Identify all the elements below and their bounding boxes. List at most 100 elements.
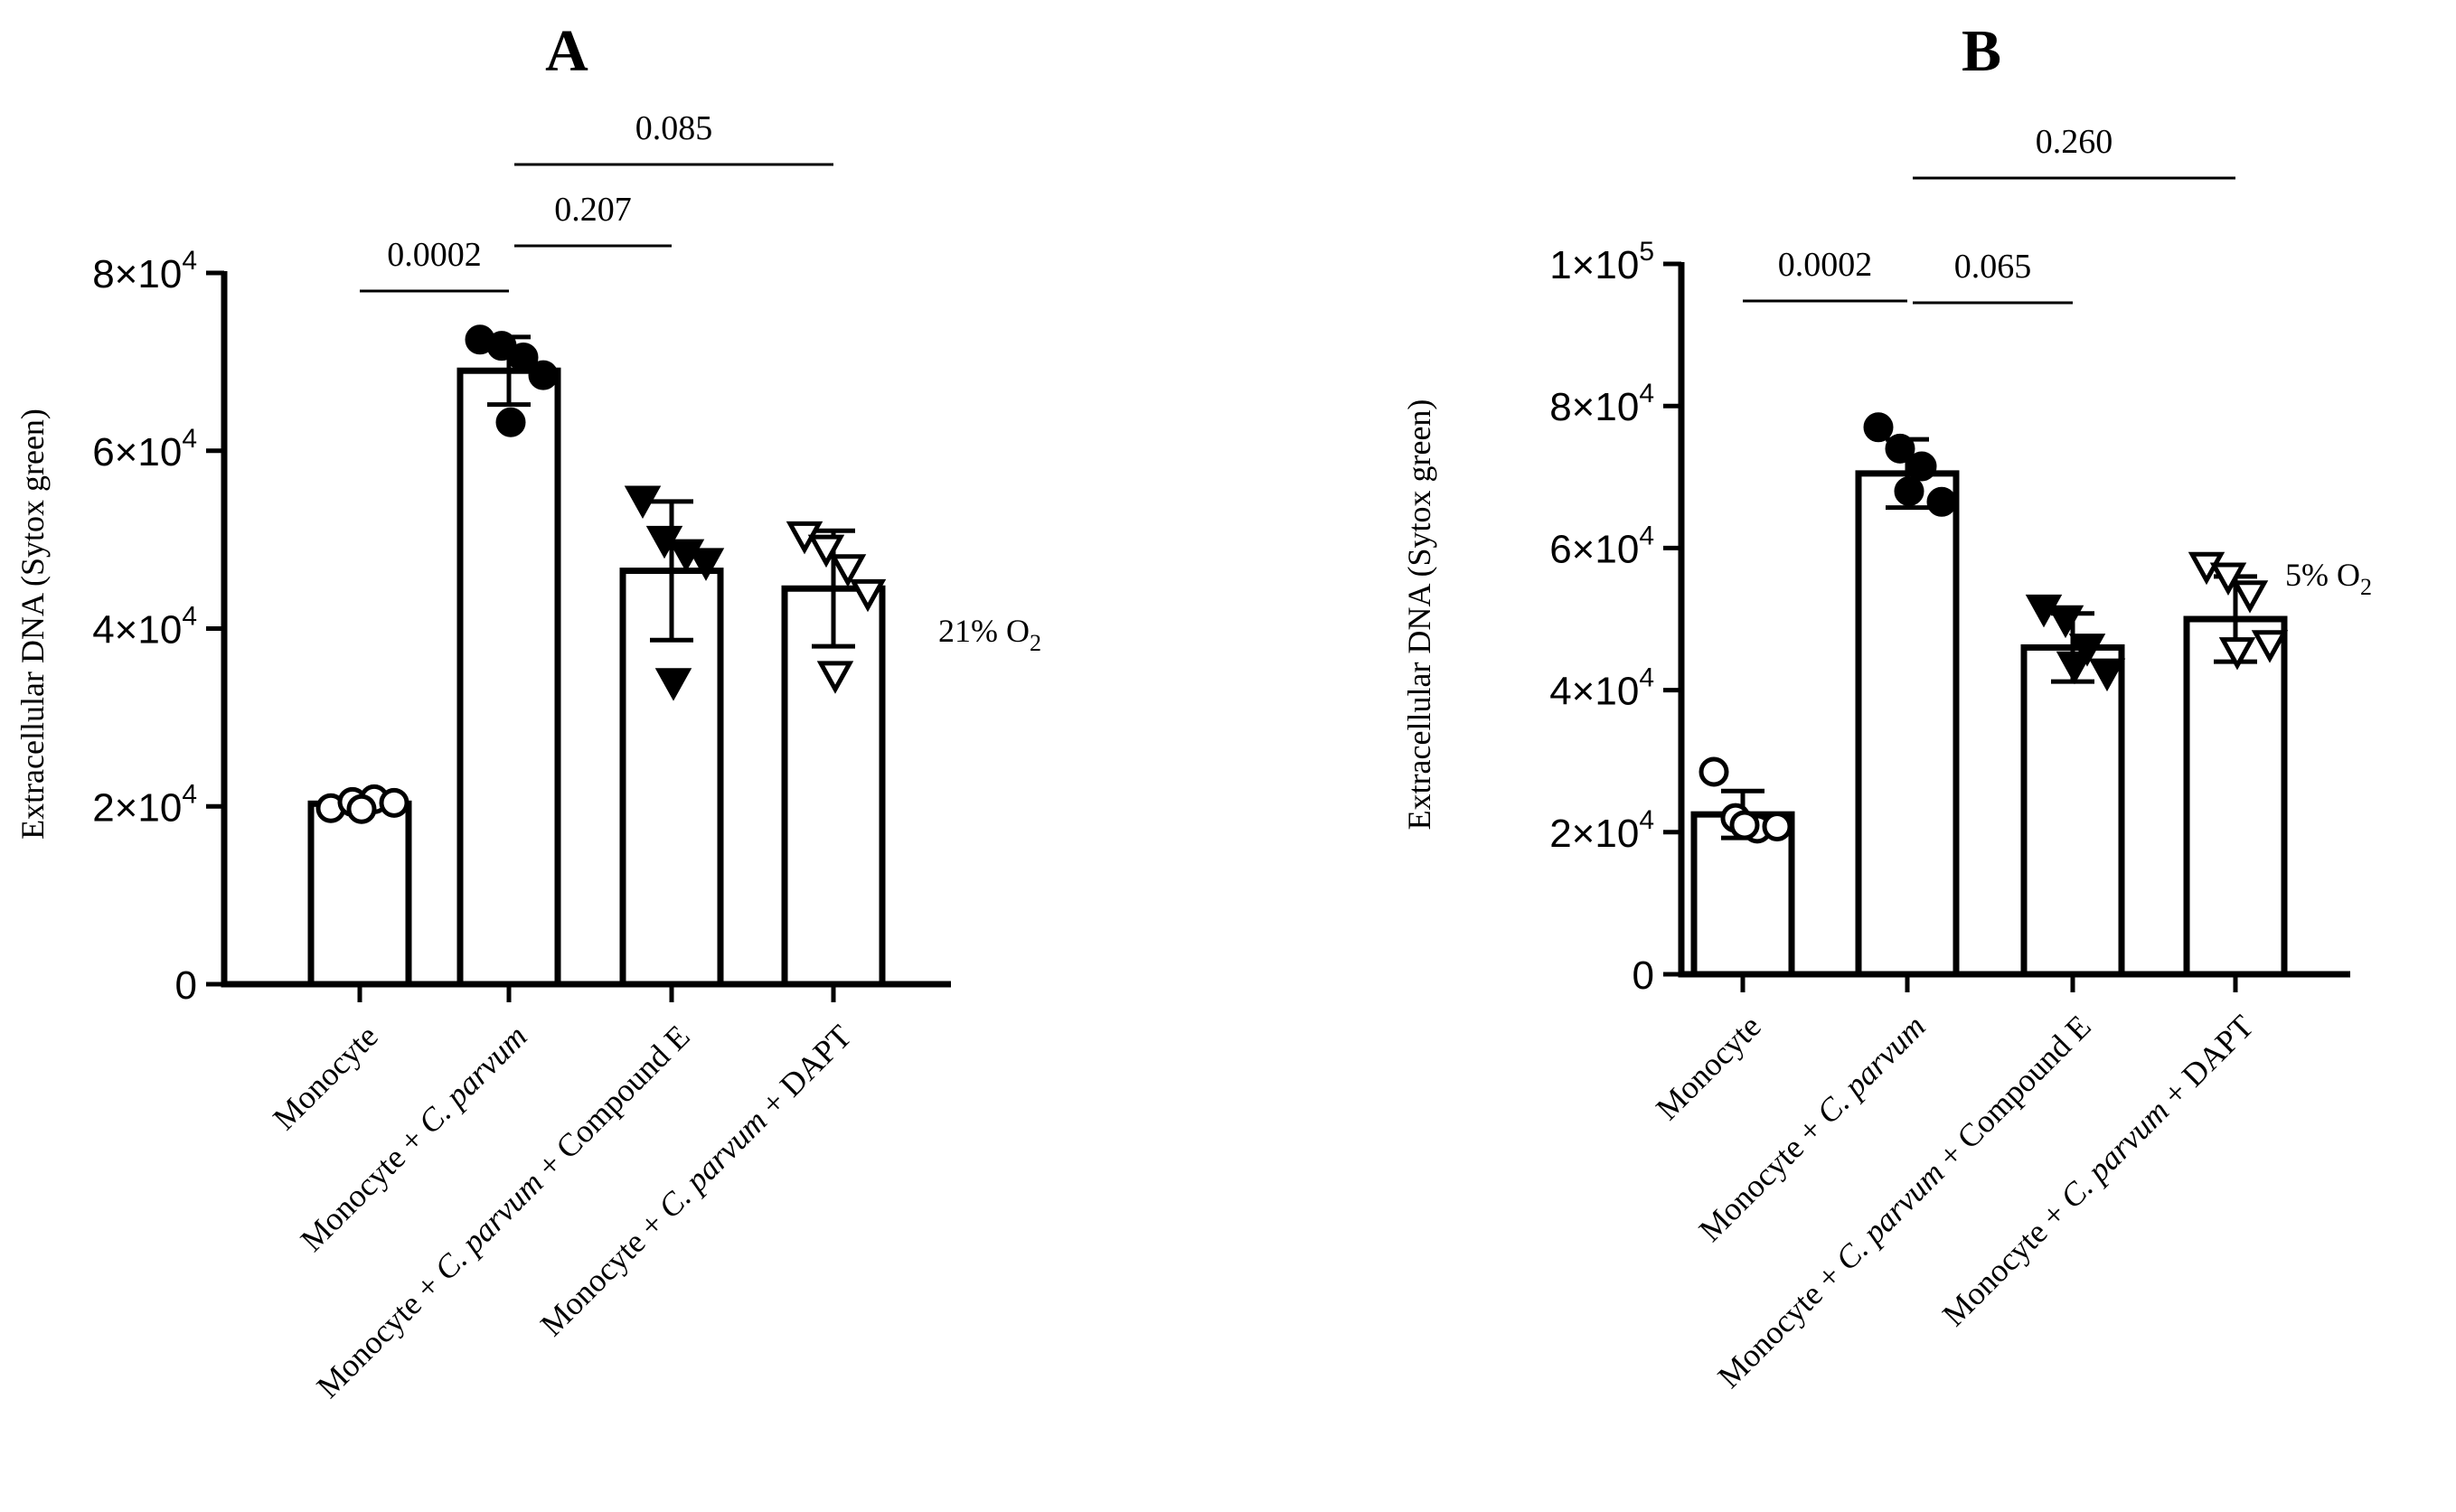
x-tick-label: Monocyte + C. parvum + DAPT <box>1935 1008 2261 1333</box>
data-point <box>1906 451 1937 482</box>
x-tick-label-part: C. parvum <box>428 1165 550 1288</box>
x-tick-label-part: + Compound E <box>524 1018 696 1189</box>
data-point <box>379 787 409 818</box>
data-point <box>495 407 526 437</box>
x-tick-label-part: Monocyte + <box>309 1262 453 1405</box>
bar <box>2183 615 2288 978</box>
y-tick-mantissa: 2×10 <box>1549 812 1639 856</box>
data-point <box>2218 637 2256 671</box>
y-axis-title: Extracellular DNA (Sytox green) <box>1401 399 1437 831</box>
bar <box>1855 470 1960 978</box>
y-tick-label: 4×104 <box>92 602 197 653</box>
y-tick-label: 0 <box>1633 953 1654 998</box>
data-point <box>346 794 377 824</box>
condition-text: 21% O <box>938 613 1030 649</box>
y-tick-label: 2×104 <box>1549 805 1654 856</box>
y-tick-label: 6×104 <box>1549 521 1654 571</box>
y-tick-label: 1×105 <box>1549 237 1654 287</box>
p-value-label: 0.260 <box>2036 123 2113 161</box>
y-tick-mantissa: 4×10 <box>1549 670 1639 714</box>
data-point <box>816 661 854 694</box>
x-tick-label-part: + Compound E <box>1925 1008 2097 1179</box>
x-tick-label-part: + DAPT <box>748 1018 859 1128</box>
data-point <box>687 548 725 581</box>
data-point <box>1698 756 1729 787</box>
p-value-label: 0.0002 <box>387 236 482 274</box>
data-point <box>829 554 867 587</box>
y-tick-exponent: 4 <box>182 779 197 809</box>
y-tick-exponent: 4 <box>1639 805 1654 835</box>
y-tick-mantissa: 2×10 <box>92 785 182 830</box>
data-point <box>2068 634 2106 667</box>
data-point <box>1894 476 1924 507</box>
y-tick-mantissa: 6×10 <box>1549 527 1639 571</box>
x-tick-label: Monocyte + C. parvum + DAPT <box>533 1018 859 1343</box>
y-tick-exponent: 4 <box>1639 663 1654 693</box>
data-point <box>1926 486 1957 517</box>
x-tick-label-part: Monocyte + <box>294 1115 438 1259</box>
y-tick-exponent: 4 <box>182 246 197 276</box>
x-tick-label-part: + DAPT <box>2150 1008 2261 1118</box>
p-value-label: 0.085 <box>635 109 713 147</box>
data-point <box>1863 412 1894 443</box>
bar <box>2020 643 2125 978</box>
x-tick-label: Monocyte <box>1649 1008 1767 1126</box>
p-value-label: 0.065 <box>1954 248 2032 286</box>
data-point <box>807 534 845 568</box>
y-tick-label: 2×104 <box>92 779 197 830</box>
data-point <box>1762 812 1793 842</box>
data-point <box>508 342 539 372</box>
data-point <box>528 360 559 390</box>
x-tick-label: Monocyte + C. parvum + Compound E <box>1710 1008 2097 1395</box>
x-tick-label-part: C. parvum <box>651 1103 774 1226</box>
data-point <box>2251 630 2289 663</box>
y-tick-mantissa: 8×10 <box>92 252 182 296</box>
y-axis-title: Extracellular DNA (Sytox green) <box>14 409 51 840</box>
panel-label: B <box>1962 18 2001 84</box>
y-tick-exponent: 4 <box>182 602 197 632</box>
y-tick-exponent: 5 <box>1639 237 1654 267</box>
data-point <box>2231 580 2269 614</box>
panel-label: A <box>545 18 588 84</box>
x-tick-label-part: C. parvum <box>2053 1093 2176 1216</box>
x-tick-label-part: Monocyte <box>1649 1008 1767 1126</box>
y-tick-exponent: 4 <box>1639 521 1654 550</box>
y-tick-exponent: 4 <box>182 424 197 454</box>
x-tick-label-part: Monocyte + <box>1935 1189 2079 1333</box>
data-point <box>849 578 887 613</box>
y-tick-exponent: 4 <box>1639 379 1654 409</box>
x-tick-label-part: Monocyte + <box>533 1199 677 1343</box>
x-tick-label: Monocyte <box>266 1018 384 1136</box>
x-tick-label-part: Monocyte + <box>1710 1252 1854 1395</box>
y-tick-mantissa: 8×10 <box>1549 385 1639 429</box>
p-value-label: 0.207 <box>554 191 632 229</box>
y-tick-label: 6×104 <box>92 424 197 474</box>
x-tick-label-part: C. parvum <box>411 1018 534 1141</box>
data-point <box>2209 562 2247 596</box>
condition-subscript: 2 <box>1030 630 1041 656</box>
bar <box>307 800 412 988</box>
y-tick-label: 0 <box>175 963 197 1008</box>
condition-subscript: 2 <box>2360 574 2372 600</box>
y-tick-mantissa: 0 <box>1633 953 1654 998</box>
data-point <box>654 668 692 701</box>
chart-panel-b: B02×1044×1046×1048×1041×105Extracellular… <box>1401 18 2372 1395</box>
oxygen-condition-label: 21% O2 <box>938 613 1041 656</box>
x-tick-label-part: Monocyte + <box>1692 1105 1836 1249</box>
y-tick-label: 8×104 <box>1549 379 1654 429</box>
data-point <box>2056 651 2094 685</box>
y-tick-label: 8×104 <box>92 246 197 296</box>
bar <box>456 367 561 988</box>
p-value-label: 0.0002 <box>1778 246 1873 284</box>
x-tick-label-part: C. parvum <box>1810 1008 1933 1131</box>
data-point <box>1885 433 1915 464</box>
oxygen-condition-label: 5% O2 <box>2285 557 2372 600</box>
data-point <box>1729 810 1760 841</box>
data-point <box>2047 605 2084 639</box>
y-tick-mantissa: 0 <box>175 963 197 1008</box>
data-point <box>624 485 662 520</box>
x-tick-label-part: Monocyte <box>266 1018 384 1136</box>
x-tick-label-part: C. parvum <box>1829 1155 1952 1278</box>
